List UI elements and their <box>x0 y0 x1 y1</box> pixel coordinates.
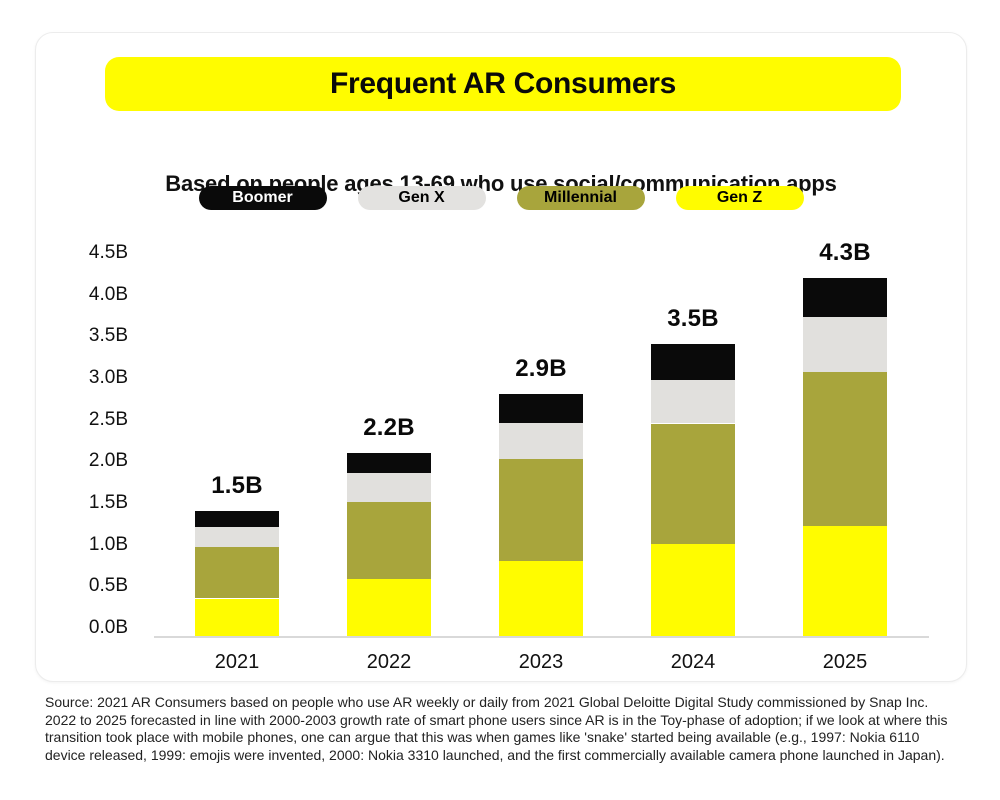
chart-legend: Boomer Gen X Millennial Gen Z <box>36 186 966 210</box>
bar-segment-gen-x-2024 <box>651 380 735 424</box>
x-tick-label-2022: 2022 <box>366 651 412 673</box>
bar-segment-gen-x-2023 <box>499 422 583 460</box>
bar-total-label-2021: 1.5B <box>211 472 263 499</box>
y-tick-label-0-5b: 0.5B <box>88 575 128 597</box>
y-tick-label-4-5b: 4.5B <box>88 242 128 263</box>
y-tick-label-3-5b: 3.5B <box>88 325 128 347</box>
bar-segment-gen-z-2025 <box>803 526 887 636</box>
bar-segment-boomer-2025 <box>803 277 887 317</box>
chart-card: Frequent AR Consumers Based on people ag… <box>35 32 967 682</box>
y-tick-label-1-5b: 1.5B <box>88 492 128 513</box>
page-title: Frequent AR Consumers <box>330 67 676 100</box>
legend-pill-gen-z: Gen Z <box>675 186 804 210</box>
x-tick-label-2021: 2021 <box>214 651 260 673</box>
bar-segment-gen-z-2022 <box>347 579 431 636</box>
bar-segment-gen-z-2024 <box>651 544 735 636</box>
bar-segment-millennial-2021 <box>195 546 279 599</box>
bar-segment-gen-x-2021 <box>195 526 279 547</box>
bar-segment-millennial-2022 <box>347 501 431 580</box>
bar-segment-millennial-2025 <box>803 371 887 526</box>
bar-total-label-2025: 4.3B <box>819 238 871 266</box>
bar-segment-boomer-2023 <box>499 394 583 423</box>
y-tick-label-3-0b: 3.0B <box>88 367 128 388</box>
bar-total-label-2024: 3.5B <box>667 305 719 333</box>
title-banner: Frequent AR Consumers <box>105 57 901 111</box>
bar-segment-gen-x-2022 <box>347 472 431 502</box>
source-note: Source: 2021 AR Consumers based on peopl… <box>45 694 948 763</box>
bar-segment-gen-z-2023 <box>499 561 583 636</box>
bar-total-label-2023: 2.9B <box>515 355 567 383</box>
bar-total-label-2022: 2.2B <box>363 413 415 441</box>
x-axis-line <box>154 636 929 638</box>
bar-segment-millennial-2024 <box>651 423 735 545</box>
x-tick-label-2025: 2025 <box>822 651 868 673</box>
legend-pill-gen-x: Gen X <box>357 186 486 210</box>
legend-pill-boomer: Boomer <box>198 186 327 210</box>
y-tick-label-4-0b: 4.0B <box>88 283 128 305</box>
bar-segment-gen-z-2021 <box>195 598 279 636</box>
x-tick-label-2024: 2024 <box>670 651 716 673</box>
legend-pill-millennial: Millennial <box>516 186 645 210</box>
bar-segment-gen-x-2025 <box>803 316 887 372</box>
y-tick-label-0-0b: 0.0B <box>88 617 128 638</box>
y-tick-label-2-0b: 2.0B <box>88 450 128 472</box>
y-tick-label-2-5b: 2.5B <box>88 408 128 430</box>
y-tick-label-1-0b: 1.0B <box>88 533 128 555</box>
stacked-bar-chart: 0.0B 0.5B 1.0B 1.5B 2.0B 2.5B 3.0B 3.5B 4.0B 4.5B… <box>36 33 966 681</box>
x-tick-label-2023: 2023 <box>518 651 564 673</box>
bar-segment-boomer-2024 <box>651 344 735 381</box>
bar-segment-millennial-2023 <box>499 459 583 561</box>
bar-segment-boomer-2021 <box>195 511 279 527</box>
bar-segment-boomer-2022 <box>347 452 431 473</box>
